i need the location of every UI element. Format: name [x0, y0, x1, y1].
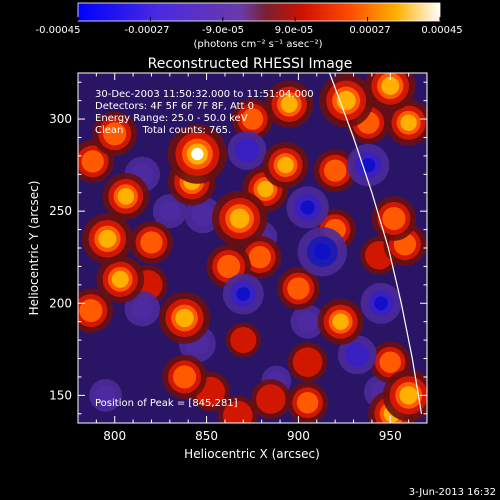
y-tick-label: 150 — [49, 388, 72, 402]
heatmap-source — [124, 291, 161, 327]
heatmap-source — [347, 143, 390, 187]
colorbar-gradient — [77, 2, 441, 22]
chart-title: Reconstructed RHESSI Image — [148, 56, 353, 72]
x-tick-label: 850 — [195, 429, 218, 443]
heatmap-source — [286, 382, 329, 423]
heatmap-source — [222, 273, 264, 315]
heatmap-source — [158, 292, 211, 344]
x-axis-label: Heliocentric X (arcsec) — [184, 447, 320, 461]
x-tick-label: 950 — [379, 429, 402, 443]
y-axis-label: Heliocentric Y (arcsec) — [27, 181, 41, 316]
heatmap-source — [129, 220, 173, 264]
y-tick-label: 200 — [49, 296, 72, 310]
axis-ticks: 800 850 900 950 150 200 250 300 — [49, 73, 428, 443]
heatmap-source — [337, 335, 377, 375]
colorbar-tick-label: -0.00045 — [36, 25, 81, 36]
heatmap-source — [78, 288, 114, 333]
heatmap-source — [262, 142, 309, 189]
heatmap-source — [313, 149, 357, 193]
heatmap-source — [225, 322, 261, 358]
colorbar-tick-label: -9.0e-05 — [202, 25, 244, 36]
heatmap-source — [184, 196, 222, 234]
annotation-detectors: Detectors: 4F 5F 6F 7F 8F, Att 0 — [95, 101, 254, 112]
heatmap-source — [231, 98, 274, 140]
heatmap-source — [317, 298, 364, 345]
y-tick-label: 300 — [49, 112, 72, 126]
heatmap-source — [92, 111, 138, 157]
heatmap-source — [297, 227, 347, 277]
heatmap — [78, 73, 427, 423]
heatmap-source — [217, 395, 258, 423]
heatmap-source — [152, 194, 187, 229]
colorbar: -0.00045 -0.00027 -9.0e-05 9.0e-05 0.000… — [36, 2, 463, 50]
colorbar-tick-label: 0.00045 — [421, 25, 462, 36]
heatmap-source — [250, 379, 291, 420]
heatmap-source — [360, 282, 402, 324]
heatmap-source — [287, 342, 328, 383]
x-tick-label: 900 — [287, 429, 310, 443]
image-annotations: 30-Dec-2003 11:50:32.000 to 11:51:04.000… — [95, 89, 314, 409]
colorbar-tick-label: -0.00027 — [125, 25, 170, 36]
heatmap-source — [211, 190, 268, 247]
colorbar-tick-label: 0.00027 — [349, 25, 390, 36]
annotation-time-range: 30-Dec-2003 11:50:32.000 to 11:51:04.000 — [95, 89, 314, 100]
heatmap-source — [89, 379, 122, 412]
colorbar-unit-label: (photons cm⁻² s⁻¹ asec⁻²) — [193, 39, 322, 50]
heatmap-source — [227, 130, 267, 170]
annotation-clean-counts: Clean Total counts: 765. — [95, 125, 231, 136]
heatmap-source — [290, 304, 325, 339]
y-tick-label: 250 — [49, 204, 72, 218]
heatmap-source — [364, 73, 416, 112]
heatmap-source — [371, 196, 417, 241]
annotation-energy-range: Energy Range: 25.0 - 50.0 keV — [95, 113, 248, 124]
heatmap-source — [167, 124, 228, 184]
heatmap-source — [102, 172, 150, 220]
annotation-peak-position: Position of Peak = [845,281] — [95, 398, 238, 409]
solar-limb-arc — [329, 73, 423, 414]
heatmap-source — [162, 354, 207, 400]
heatmap-source — [319, 73, 374, 128]
heatmap-source — [96, 255, 145, 304]
colorbar-tick-marks — [77, 17, 441, 21]
heatmap-source — [385, 99, 427, 146]
heatmap-source — [286, 186, 329, 229]
colorbar-tick-label: 9.0e-05 — [275, 25, 313, 36]
heatmap-source — [369, 341, 411, 383]
heatmap-source — [276, 267, 320, 311]
heatmap-source — [81, 213, 133, 265]
x-tick-label: 800 — [103, 429, 126, 443]
heatmap-source — [265, 80, 314, 129]
footer-date: 3-Jun-2013 16:32 — [409, 487, 496, 498]
